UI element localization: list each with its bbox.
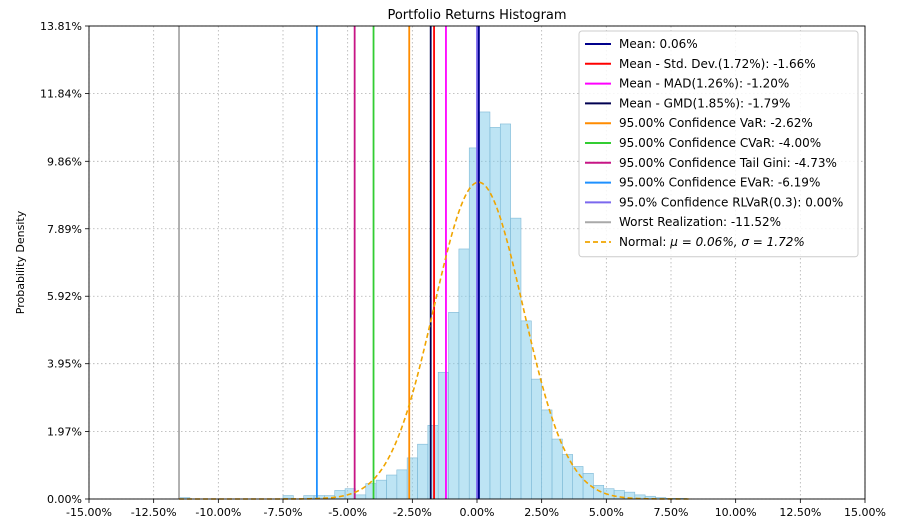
- legend-entry: Worst Realization: -11.52%: [619, 215, 781, 229]
- y-tick-label: 9.86%: [47, 155, 82, 168]
- histogram-bar: [334, 490, 346, 500]
- normal-curve-line: [179, 181, 692, 500]
- y-tick-label: 0.00%: [47, 493, 82, 506]
- histogram-bar: [375, 479, 387, 500]
- legend-entry-math: μ = 0.06%, σ = 1.72%: [669, 235, 804, 249]
- x-tick-label: 12.50%: [779, 506, 821, 519]
- x-tick-label: -10.00%: [195, 506, 241, 519]
- histogram-bar: [572, 466, 584, 500]
- histogram-bar: [551, 438, 563, 500]
- histogram-bar: [479, 111, 491, 500]
- histogram-bar: [365, 483, 377, 500]
- histogram-bar: [386, 474, 398, 500]
- y-tick-label: 1.97%: [47, 426, 82, 439]
- histogram-bar: [593, 484, 605, 500]
- y-axis-ticks: 0.00% 1.97% 3.95% 5.92% 7.89% 9.86% 11.84% 13.8…: [40, 20, 89, 506]
- legend-entry: Mean - GMD(1.85%): -1.79%: [619, 96, 790, 110]
- histogram-bar: [355, 494, 367, 500]
- x-tick-label: -12.50%: [131, 506, 177, 519]
- histogram-bar: [458, 248, 470, 500]
- x-tick-label: -15.00%: [66, 506, 112, 519]
- x-tick-label: 2.50%: [524, 506, 559, 519]
- histogram-bar: [520, 320, 532, 500]
- y-tick-label: 5.92%: [47, 290, 82, 303]
- y-axis-label: Probability Density: [14, 210, 27, 314]
- y-tick-label: 3.95%: [47, 358, 82, 371]
- histogram-bar: [417, 443, 429, 500]
- legend-entry-prefix: Normal:: [619, 235, 670, 249]
- histogram-bar: [448, 312, 460, 500]
- x-tick-label: -5.00%: [328, 506, 367, 519]
- x-tick-label: 10.00%: [715, 506, 757, 519]
- x-tick-label: 5.00%: [589, 506, 624, 519]
- legend-entry: 95.00% Confidence CVaR: -4.00%: [619, 136, 821, 150]
- y-tick-label: 7.89%: [47, 223, 82, 236]
- legend: Mean: 0.06% Mean - Std. Dev.(1.72%): -1.6…: [578, 30, 859, 258]
- histogram-bar: [510, 217, 522, 500]
- histogram-bar: [531, 378, 542, 500]
- x-tick-label: -7.50%: [264, 506, 303, 519]
- x-axis-ticks: -15.00% -12.50% -10.00% -7.50% -5.00% -2.50% 0…: [66, 499, 886, 519]
- x-tick-label: -2.50%: [393, 506, 432, 519]
- histogram-bar: [427, 425, 439, 500]
- histogram-bar: [541, 409, 553, 500]
- legend-entry: Mean - MAD(1.26%): -1.20%: [619, 77, 789, 91]
- legend-entry: Normal: μ = 0.06%, σ = 1.72%: [619, 235, 805, 249]
- x-tick-label: 0.00%: [460, 506, 495, 519]
- legend-entry: Mean: 0.06%: [619, 37, 698, 51]
- x-tick-label: 7.50%: [654, 506, 689, 519]
- legend-entry: 95.0% Confidence RLVaR(0.3): 0.00%: [619, 195, 843, 209]
- legend-entry: 95.00% Confidence Tail Gini: -4.73%: [619, 156, 837, 170]
- legend-entry: 95.00% Confidence VaR: -2.62%: [619, 116, 813, 130]
- chart-title: Portfolio Returns Histogram: [387, 8, 566, 23]
- x-tick-label: 15.00%: [844, 506, 886, 519]
- y-tick-label: 13.81%: [40, 20, 82, 33]
- legend-entry: Mean - Std. Dev.(1.72%): -1.66%: [619, 57, 816, 71]
- histogram-bar: [396, 469, 408, 500]
- histogram-bar: [437, 371, 449, 500]
- legend-box: [578, 30, 859, 258]
- y-tick-label: 11.84%: [40, 87, 82, 100]
- histogram-bar: [489, 127, 501, 500]
- risk-lines: [178, 26, 480, 499]
- legend-entry: 95.00% Confidence EVaR: -6.19%: [619, 176, 820, 190]
- histogram-bar: [499, 123, 511, 500]
